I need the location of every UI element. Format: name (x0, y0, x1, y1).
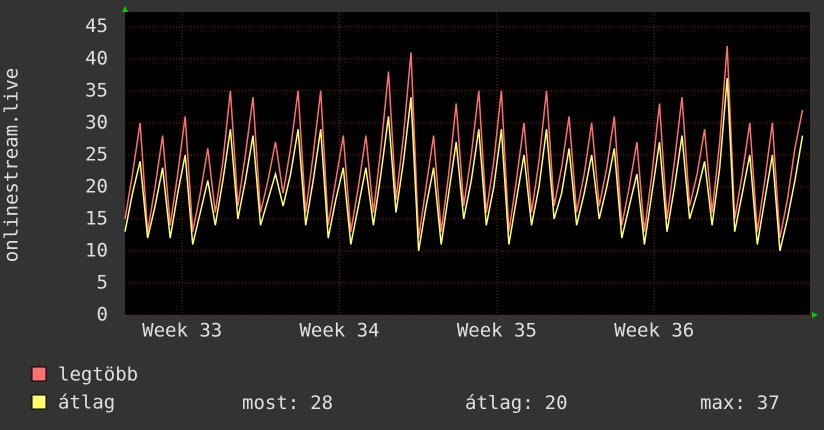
x-tick-label: Week 33 (142, 320, 222, 342)
x-tick-label: Week 34 (299, 320, 379, 342)
y-tick-label: 35 (85, 79, 108, 101)
y-tick-label: 20 (85, 175, 108, 197)
x-tick-label: Week 36 (614, 320, 694, 342)
axis-arrow (812, 312, 818, 318)
y-tick-label: 45 (85, 15, 108, 37)
y-tick-label: 40 (85, 47, 108, 69)
stat-value: 20 (545, 392, 568, 414)
stat-value: 28 (310, 392, 333, 414)
stat: átlag: 20 (465, 392, 568, 414)
y-tick-label: 30 (85, 111, 108, 133)
series-line (124, 45, 804, 239)
stat-label: max: (700, 392, 746, 414)
stat-value: 37 (757, 392, 780, 414)
legend-swatch (31, 366, 47, 382)
y-tick-label: 5 (97, 271, 108, 293)
y-tick-label: 0 (97, 304, 108, 326)
y-axis-label: onlinestream.live (1, 68, 23, 262)
y-tick-label: 25 (85, 143, 108, 165)
legend-label: átlag (58, 392, 115, 414)
plot-area (125, 12, 810, 315)
stat: most: 28 (242, 392, 333, 414)
stat: max: 37 (700, 392, 780, 414)
y-tick-label: 15 (85, 207, 108, 229)
series-line (124, 77, 804, 252)
stat-label: most: (242, 392, 299, 414)
stat-label: átlag: (465, 392, 534, 414)
legend-swatch (31, 394, 47, 410)
axis-arrow (122, 6, 128, 12)
legend-label: legtöbb (58, 364, 138, 386)
y-tick-label: 10 (85, 239, 108, 261)
x-tick-label: Week 35 (457, 320, 537, 342)
